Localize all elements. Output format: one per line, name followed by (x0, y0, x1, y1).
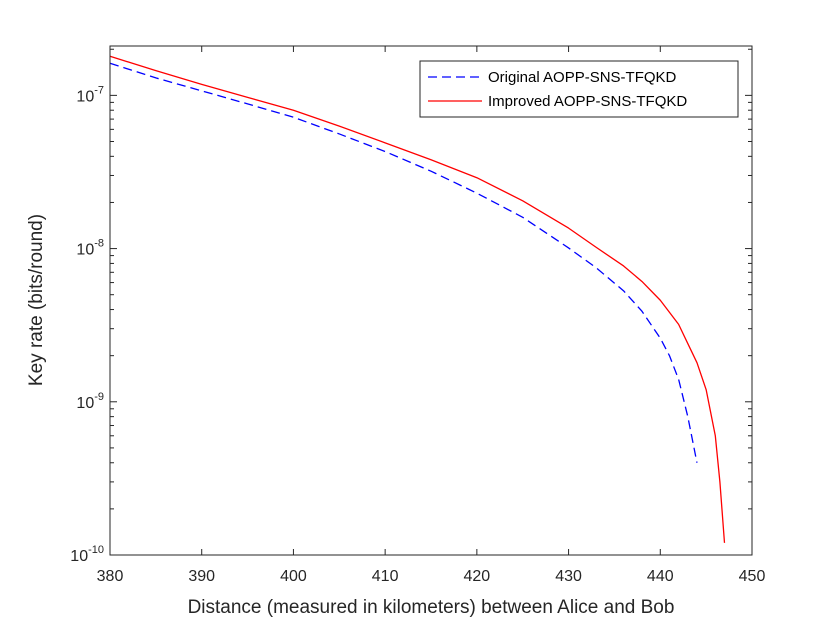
legend: Original AOPP-SNS-TFQKD Improved AOPP-SNS… (419, 60, 739, 118)
x-tick-label: 430 (555, 568, 582, 585)
x-tick-label: 400 (280, 568, 307, 585)
legend-label-1: Original AOPP-SNS-TFQKD (488, 69, 677, 86)
plot-area (110, 46, 752, 555)
x-axis-label: Distance (measured in kilometers) betwee… (188, 597, 675, 618)
series-layer (109, 55, 726, 543)
x-tick-label: 440 (647, 568, 674, 585)
x-tick-label: 380 (97, 568, 124, 585)
series-line-1 (109, 62, 698, 463)
tick-layer: 380 390 400 410 420 430 440 450 10-10 10-9 10-8 10-… (70, 46, 765, 585)
legend-label-2: Improved AOPP-SNS-TFQKD (488, 93, 687, 110)
legend-box (419, 60, 739, 118)
y-tick-label: 10-8 (76, 238, 104, 259)
y-axis-label: Key rate (bits/round) (26, 214, 47, 386)
axes-box (109, 45, 753, 556)
x-tick-label: 410 (372, 568, 399, 585)
y-tick-label: 10-7 (76, 84, 104, 105)
y-tick-label: 10-9 (76, 391, 104, 412)
x-tick-label: 420 (464, 568, 491, 585)
x-tick-label: 450 (739, 568, 766, 585)
x-tick-label: 390 (188, 568, 215, 585)
y-tick-label: 10-10 (70, 544, 104, 565)
series-line-2 (109, 55, 726, 543)
